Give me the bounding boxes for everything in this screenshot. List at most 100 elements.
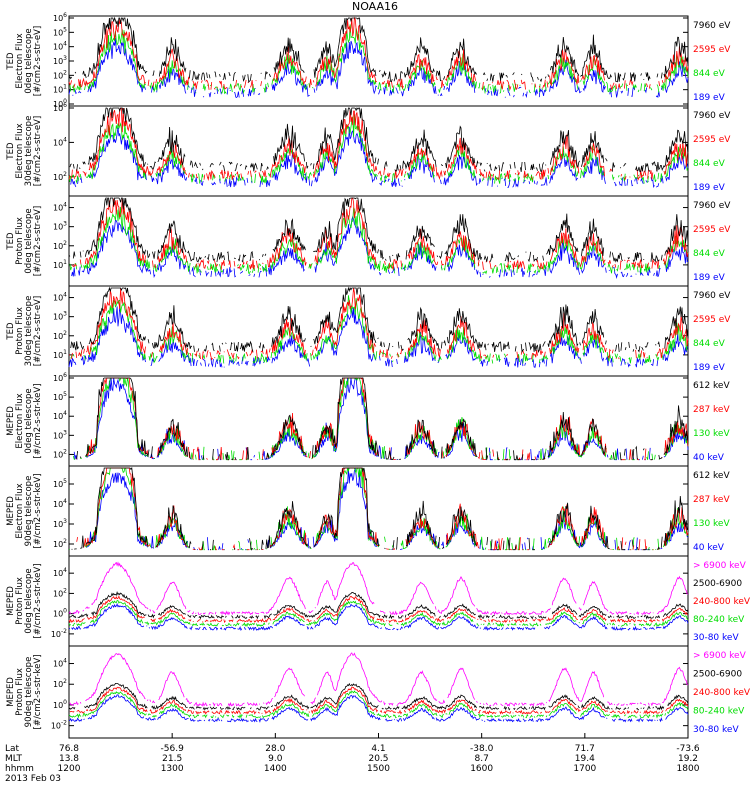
y-axis-label-line: Proton Flux xyxy=(15,307,25,355)
x-tick-hhmm: 1700 xyxy=(573,764,596,774)
y-tick-label: 104 xyxy=(53,292,67,303)
y-axis-label-line: 0deg telescope xyxy=(24,568,34,633)
y-axis-label-line: [#/cm2-s-str-keV] xyxy=(33,474,43,549)
y-axis-label-line: 90deg telescope xyxy=(24,657,34,728)
series-line--6900-kev xyxy=(69,652,689,707)
y-tick-label: 104 xyxy=(53,410,67,421)
legend-entry: 30-80 keV xyxy=(693,725,739,735)
series-line-612-kev xyxy=(71,466,689,551)
y-tick-label: 103 xyxy=(53,221,67,232)
series-line-7960-ev xyxy=(69,107,689,173)
legend-entry: 80-240 keV xyxy=(693,707,745,717)
legend-entry: 7960 eV xyxy=(693,201,731,211)
x-tick-lat: -38.0 xyxy=(470,744,494,754)
y-tick-label: 102 xyxy=(53,69,67,80)
y-tick-label: 103 xyxy=(53,518,67,529)
y-tick-label: 104 xyxy=(53,41,67,52)
y-axis-label-line: MEPED xyxy=(6,586,16,616)
y-axis-label-line: Electron Flux xyxy=(15,123,25,178)
y-tick-label: 106 xyxy=(53,372,67,383)
legend-entry: 2500-6900 xyxy=(693,579,742,589)
legend-entry: 287 keV xyxy=(693,495,730,505)
x-tick-hhmm: 1500 xyxy=(367,764,390,774)
y-tick-label: 103 xyxy=(53,311,67,322)
series-line-189-ev xyxy=(71,215,689,279)
legend-entry: 844 eV xyxy=(693,339,726,349)
y-axis-label-line: [#/cm2-s-str-eV] xyxy=(33,296,43,366)
series-line-2595-ev xyxy=(68,16,689,91)
y-axis-label-line: 30deg telescope xyxy=(24,296,34,367)
legend-entry: 40 keV xyxy=(693,453,725,463)
x-tick-mlt: 21.5 xyxy=(162,754,182,764)
y-axis-label-line: TED xyxy=(6,232,16,251)
y-tick-label: 102 xyxy=(53,538,67,549)
legend-entry: 287 keV xyxy=(693,405,730,415)
y-tick-label: 103 xyxy=(53,429,67,440)
y-tick-label: 102 xyxy=(53,330,67,341)
series-line-189-ev xyxy=(68,306,689,368)
y-tick-label: 102 xyxy=(53,587,67,598)
y-axis-label-line: Electron Flux xyxy=(15,33,25,88)
series-line-844-ev xyxy=(69,206,689,275)
y-tick-label: 101 xyxy=(53,259,67,270)
y-tick-label: 100 xyxy=(53,98,67,109)
series-line-240-800-kev xyxy=(68,595,689,624)
legend-entry: 612 keV xyxy=(693,471,730,481)
y-axis-label-line: TED xyxy=(6,52,16,71)
x-row-label: hhmm xyxy=(5,764,34,774)
x-tick-mlt: 13.8 xyxy=(59,754,79,764)
y-axis-label-line: [#/cm2-s-str-keV] xyxy=(33,384,43,459)
y-tick-label: 102 xyxy=(53,678,67,689)
y-tick-label: 103 xyxy=(53,55,67,66)
y-tick-label: 105 xyxy=(53,391,67,402)
legend-entry: > 6900 keV xyxy=(693,561,747,571)
date-label: 2013 Feb 03 xyxy=(5,774,61,784)
legend-entry: 130 keV xyxy=(693,429,730,439)
y-axis-label-line: 0deg telescope xyxy=(24,28,34,93)
series-line--6900-kev xyxy=(68,561,689,616)
series-line-7960-ev xyxy=(70,286,689,354)
y-axis-label-line: TED xyxy=(6,142,16,161)
x-tick-lat: 4.1 xyxy=(371,744,385,754)
x-tick-lat: 76.8 xyxy=(59,744,79,754)
legend-entry: 7960 eV xyxy=(693,21,731,31)
series-line-2595-ev xyxy=(68,107,689,182)
legend-entry: 240-800 keV xyxy=(693,597,750,607)
legend-entry: 189 eV xyxy=(693,183,726,193)
y-tick-label: 105 xyxy=(53,26,67,37)
y-axis-label-line: [#/cm2-s-str-eV] xyxy=(33,116,43,186)
x-tick-hhmm: 1600 xyxy=(470,764,493,774)
y-tick-label: 106 xyxy=(53,102,67,113)
y-tick-label: 104 xyxy=(53,567,67,578)
y-axis-label-line: [#/cm2-s-str-eV] xyxy=(33,26,43,96)
legend-entry: 2500-6900 xyxy=(693,670,742,680)
x-tick-hhmm: 1400 xyxy=(264,764,287,774)
y-axis-label-line: TED xyxy=(6,322,16,341)
y-axis-label-line: Proton Flux xyxy=(15,668,25,716)
x-tick-lat: -73.6 xyxy=(676,744,700,754)
legend-entry: 130 keV xyxy=(693,519,730,529)
y-tick-label: 104 xyxy=(53,498,67,509)
y-tick-label: 104 xyxy=(53,658,67,669)
series-line-240-800-kev xyxy=(69,686,689,715)
series-line-2500-6900 xyxy=(68,682,689,711)
y-axis-label-line: MEPED xyxy=(6,406,16,436)
y-tick-label: 101 xyxy=(53,349,67,360)
y-tick-label: 100 xyxy=(53,699,67,710)
y-axis-label-line: 0deg telescope xyxy=(24,388,34,453)
y-axis-label-line: Proton Flux xyxy=(15,217,25,265)
x-tick-mlt: 19.4 xyxy=(575,754,595,764)
series-line-40-kev xyxy=(73,377,689,461)
series-line-7960-ev xyxy=(68,16,689,83)
x-tick-mlt: 20.5 xyxy=(368,754,388,764)
y-axis-label-line: MEPED xyxy=(6,677,16,707)
y-tick-label: 105 xyxy=(53,478,67,489)
series-line-130-kev xyxy=(72,377,689,461)
series-line-844-ev xyxy=(69,24,689,95)
x-tick-hhmm: 1800 xyxy=(677,764,700,774)
legend-entry: 189 eV xyxy=(693,273,726,283)
y-tick-label: 106 xyxy=(53,12,67,23)
y-axis-label-line: Electron Flux xyxy=(15,483,25,538)
x-tick-hhmm: 1200 xyxy=(58,764,81,774)
